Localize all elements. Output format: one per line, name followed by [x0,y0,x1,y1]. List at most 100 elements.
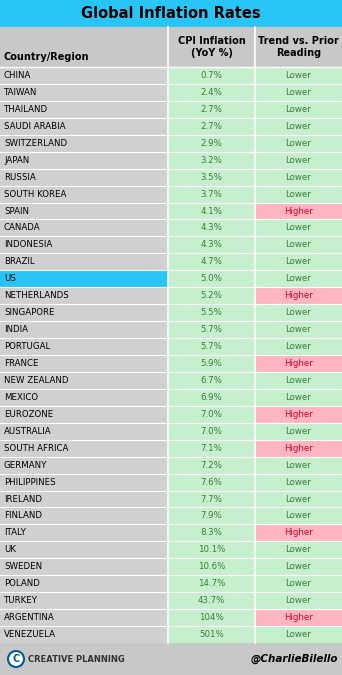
Text: RUSSIA: RUSSIA [4,173,36,182]
Bar [0,524,168,541]
Text: Higher: Higher [284,410,313,418]
Text: SWEDEN: SWEDEN [4,562,42,571]
Text: UK: UK [4,545,16,554]
Text: 5.5%: 5.5% [200,308,222,317]
Text: C: C [12,654,19,664]
Bar [168,541,255,558]
Text: CHINA: CHINA [4,71,31,80]
Bar [255,372,342,389]
Bar [0,27,342,67]
Text: SOUTH AFRICA: SOUTH AFRICA [4,443,68,453]
Bar [168,338,255,355]
Bar [168,575,255,592]
Bar [0,270,168,288]
Text: BRAZIL: BRAZIL [4,257,35,267]
Bar [0,338,168,355]
Text: 14.7%: 14.7% [198,579,225,588]
Bar [0,152,168,169]
Bar [255,202,342,219]
Text: 7.0%: 7.0% [200,427,222,436]
Text: 10.1%: 10.1% [198,545,225,554]
Bar [168,304,255,321]
Text: 7.0%: 7.0% [200,410,222,418]
Bar [0,101,168,118]
Bar [168,558,255,575]
Text: 7.9%: 7.9% [201,512,222,520]
Text: 2.7%: 2.7% [200,105,222,114]
Text: 5.2%: 5.2% [200,291,222,300]
Text: SINGAPORE: SINGAPORE [4,308,54,317]
Bar [168,186,255,202]
Text: VENEZUELA: VENEZUELA [4,630,56,639]
Bar [0,609,168,626]
Text: SWITZERLAND: SWITZERLAND [4,139,67,148]
Bar [255,524,342,541]
Text: Lower: Lower [286,223,311,232]
Text: Lower: Lower [286,579,311,588]
Bar [255,474,342,491]
Text: Lower: Lower [286,156,311,165]
Bar [255,508,342,524]
Text: ARGENTINA: ARGENTINA [4,613,55,622]
Bar [0,626,168,643]
Bar [168,288,255,304]
Bar [0,372,168,389]
Bar [0,84,168,101]
Text: Higher: Higher [284,443,313,453]
Bar [168,202,255,219]
Bar [0,169,168,186]
Text: SAUDI ARABIA: SAUDI ARABIA [4,122,66,131]
Bar [255,457,342,474]
Text: 8.3%: 8.3% [200,529,222,537]
Text: PHILIPPINES: PHILIPPINES [4,477,56,487]
Text: 7.7%: 7.7% [200,495,222,504]
Text: Lower: Lower [286,274,311,284]
Bar [168,67,255,84]
Text: 3.2%: 3.2% [200,156,222,165]
Bar [168,524,255,541]
Bar [168,474,255,491]
Text: US: US [4,274,16,284]
Bar [255,118,342,135]
Text: Lower: Lower [286,376,311,385]
Bar [255,592,342,609]
Bar [0,135,168,152]
Bar [0,236,168,253]
Bar [0,541,168,558]
Text: Higher: Higher [284,613,313,622]
Bar [255,270,342,288]
Text: Higher: Higher [284,359,313,368]
Bar [0,457,168,474]
Bar [168,219,255,236]
Bar [255,491,342,508]
Text: JAPAN: JAPAN [4,156,29,165]
Text: GERMANY: GERMANY [4,460,48,470]
Text: TURKEY: TURKEY [4,596,38,605]
Text: 4.7%: 4.7% [200,257,222,267]
Text: 4.3%: 4.3% [200,223,222,232]
Text: FINLAND: FINLAND [4,512,42,520]
Text: Lower: Lower [286,325,311,334]
Bar [168,135,255,152]
Bar [0,558,168,575]
Text: SOUTH KOREA: SOUTH KOREA [4,190,66,198]
Bar [0,219,168,236]
Bar [168,236,255,253]
Text: TAIWAN: TAIWAN [4,88,37,97]
Text: 5.9%: 5.9% [201,359,222,368]
Bar [0,491,168,508]
Bar [168,626,255,643]
Text: Lower: Lower [286,393,311,402]
Bar [255,169,342,186]
Bar [0,406,168,423]
Text: NEW ZEALAND: NEW ZEALAND [4,376,68,385]
Bar [255,321,342,338]
Text: 7.6%: 7.6% [200,477,222,487]
Text: 43.7%: 43.7% [198,596,225,605]
Text: 6.9%: 6.9% [201,393,222,402]
Bar [168,118,255,135]
Text: CPI Inflation
(YoY %): CPI Inflation (YoY %) [177,36,245,58]
Text: Lower: Lower [286,630,311,639]
Text: POLAND: POLAND [4,579,40,588]
Text: Global Inflation Rates: Global Inflation Rates [81,6,261,21]
